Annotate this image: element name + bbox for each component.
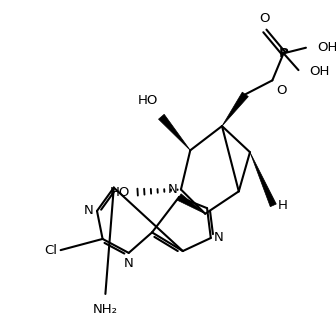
Text: N: N bbox=[84, 205, 93, 217]
Text: NH₂: NH₂ bbox=[93, 303, 118, 316]
Text: OH: OH bbox=[317, 41, 336, 54]
Text: O: O bbox=[260, 12, 270, 25]
Text: HO: HO bbox=[110, 186, 131, 199]
Polygon shape bbox=[250, 152, 276, 207]
Polygon shape bbox=[159, 114, 190, 150]
Polygon shape bbox=[177, 194, 205, 214]
Text: HO: HO bbox=[138, 94, 159, 108]
Text: N: N bbox=[124, 257, 134, 270]
Text: N: N bbox=[214, 231, 223, 244]
Text: O: O bbox=[276, 84, 287, 97]
Text: H: H bbox=[278, 199, 288, 212]
Text: OH: OH bbox=[310, 65, 330, 78]
Text: N: N bbox=[167, 183, 177, 196]
Text: Cl: Cl bbox=[44, 244, 57, 257]
Polygon shape bbox=[222, 92, 248, 126]
Text: P: P bbox=[279, 47, 288, 60]
